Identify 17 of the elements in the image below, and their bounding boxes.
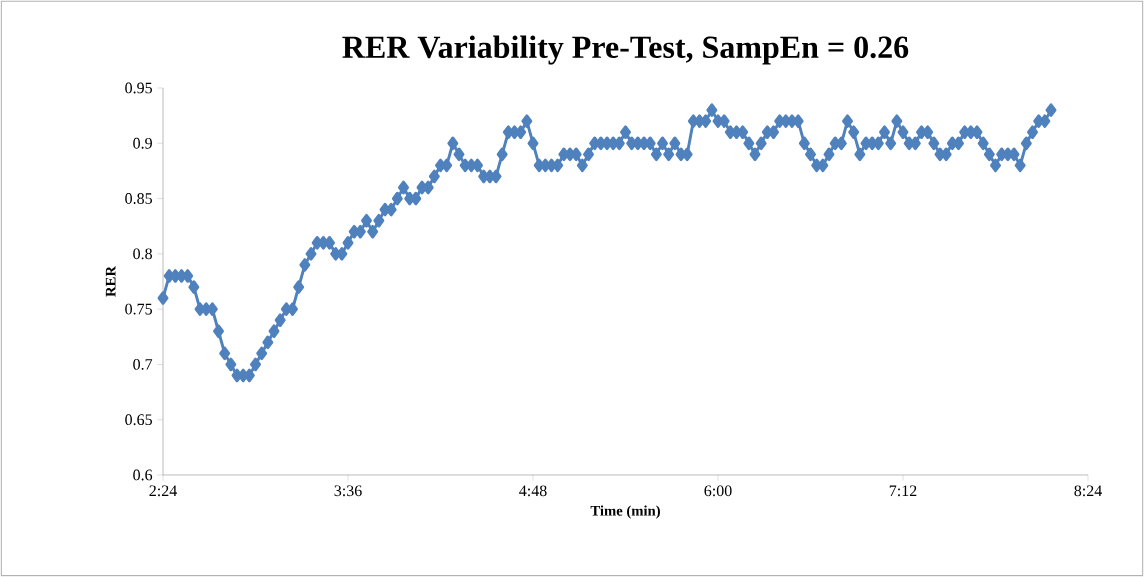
y-tick-label: 0.75 (125, 303, 152, 315)
y-axis-title: RER (105, 265, 116, 297)
x-tick-label: 8:24 (1074, 485, 1102, 497)
y-tick-label: 0.85 (125, 193, 152, 204)
y-tick-label: 0.9 (133, 137, 152, 149)
x-tick-label: 4:48 (519, 485, 547, 497)
x-tick-label: 6:00 (704, 485, 732, 497)
y-tick-label: 0.95 (125, 82, 152, 94)
y-tick-label: 0.8 (133, 248, 152, 260)
x-tick-label: 3:36 (334, 485, 362, 497)
x-tick-label: 7:12 (889, 485, 917, 497)
x-tick-label: 2:24 (149, 485, 177, 497)
x-axis-title: Time (min) (590, 505, 660, 519)
y-tick-label: 0.6 (133, 469, 153, 481)
chart-title: RER Variability Pre-Test, SampEn = 0.26 (342, 35, 909, 65)
y-tick-label: 0.65 (125, 414, 152, 426)
y-tick-label: 0.7 (133, 358, 153, 370)
